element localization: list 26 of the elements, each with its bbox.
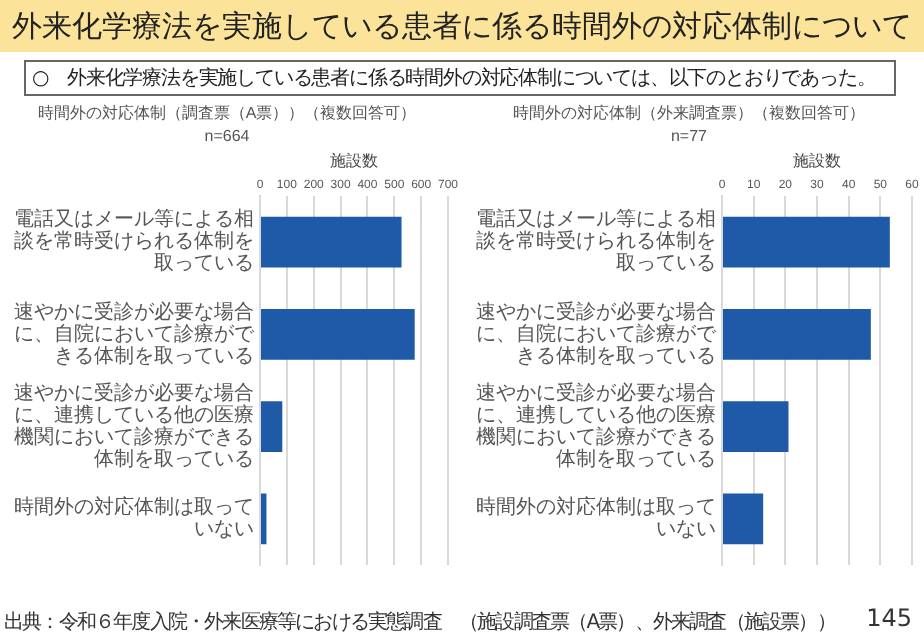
text: 145: [866, 604, 912, 632]
chart-title: 時間外の対応体制（調査票（A票））（複数回答可）: [37, 104, 417, 123]
x-axis-title: 施設数: [793, 152, 841, 171]
source-note: 出典：令和６年度入院・外来医療等における実態調査 （施設調査票（A票）、外来調査（施設票））: [4, 609, 835, 636]
bar: [261, 493, 267, 545]
bar: [261, 216, 402, 268]
bar: [723, 216, 890, 268]
y-tick-label: 速やかに受診が必要な場合に、自院において診療ができる体制を取っている: [14, 299, 256, 368]
bar: [261, 309, 415, 360]
y-tick-label: 速やかに受診が必要な場合に、連携している他の医療機関において診療ができる体制を取っている: [14, 380, 254, 471]
bar: [723, 309, 871, 360]
y-tick-label: 速やかに受診が必要な場合に、自院において診療ができる体制を取っている: [476, 299, 718, 368]
x-axis-title: 施設数: [329, 152, 378, 171]
chart-subtitle: n=664: [204, 127, 251, 146]
chart-subtitle: n=77: [670, 127, 709, 146]
y-tick-label: 電話又はメール等による相談を常時受けられる体制を取っている: [476, 207, 716, 276]
bar: [723, 493, 764, 545]
y-tick-label: 時間外の対応体制は取っていない: [14, 495, 254, 542]
y-tick-label: 時間外の対応体制は取っていない: [476, 495, 716, 542]
y-tick-label: 速やかに受診が必要な場合に、連携している他の医療機関において診療ができる体制を取っている: [476, 380, 716, 471]
text: ○ 外来化学療法を実施している患者に係る時間外の対応体制については、以下のとおりであった。: [24, 60, 896, 96]
bar: [723, 401, 789, 452]
bar: [261, 401, 283, 452]
y-tick-label: 電話又はメール等による相談を常時受けられる体制を取っている: [14, 207, 254, 276]
chart-title: 時間外の対応体制（外来調査票）（複数回答可）: [513, 104, 865, 123]
text: 外来化学療法を実施している患者に係る時間外の対応体制について: [0, 0, 924, 52]
